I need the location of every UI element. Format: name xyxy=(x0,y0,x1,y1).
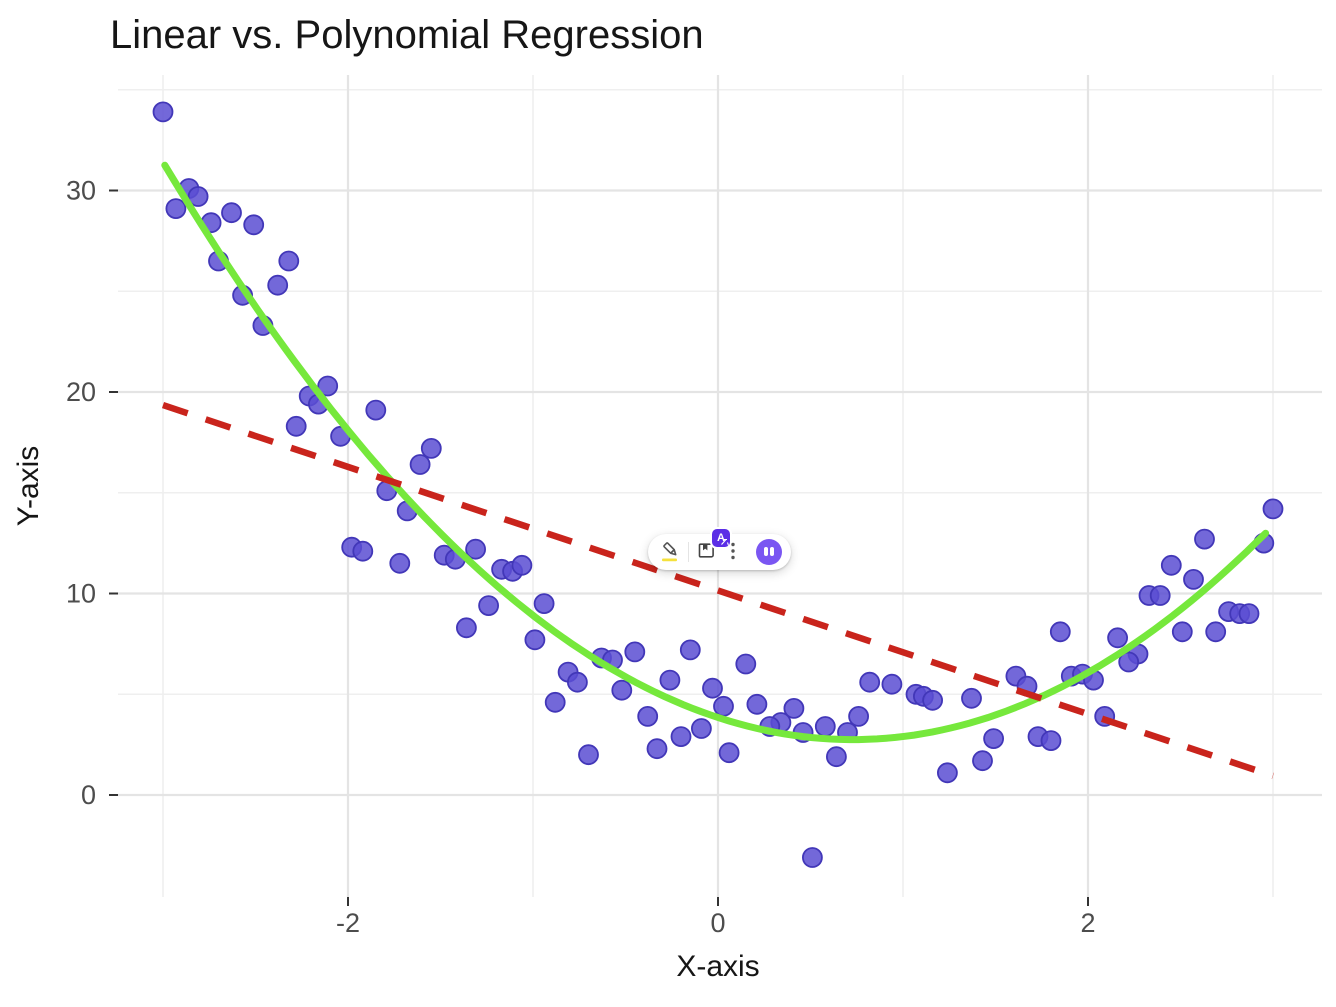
data-point xyxy=(702,677,723,699)
data-point xyxy=(826,746,847,768)
data-point xyxy=(659,669,681,691)
data-point xyxy=(478,595,500,616)
data-point xyxy=(848,706,869,727)
data-point xyxy=(187,186,209,207)
y-tick-label: 30 xyxy=(66,176,96,206)
data-point xyxy=(611,679,633,701)
polynomial-fit-curve xyxy=(161,161,1270,744)
data-point xyxy=(922,689,943,711)
assistant-face-icon xyxy=(756,539,782,565)
data-point xyxy=(1194,528,1215,550)
data-point xyxy=(624,641,646,663)
data-point xyxy=(221,202,242,224)
highlight-pen-button[interactable] xyxy=(657,538,683,566)
data-point xyxy=(718,742,740,764)
x-axis-label: X-axis xyxy=(676,950,759,983)
axis-ticks xyxy=(109,189,1089,906)
data-point xyxy=(544,691,566,713)
data-point xyxy=(1049,621,1071,643)
data-point xyxy=(983,728,1004,749)
data-point xyxy=(1171,621,1193,643)
x-tick-label: 0 xyxy=(710,908,725,938)
toolbar-divider xyxy=(688,542,689,562)
data-point xyxy=(814,716,836,737)
assistant-button[interactable] xyxy=(756,538,782,566)
gridlines xyxy=(118,75,1322,897)
data-point xyxy=(455,617,477,639)
chart-title: Linear vs. Polynomial Regression xyxy=(110,13,704,57)
data-point xyxy=(278,250,300,272)
data-point xyxy=(578,744,599,766)
y-tick-label: 10 xyxy=(66,579,96,609)
y-tick-label: 0 xyxy=(81,780,96,810)
data-point xyxy=(1262,498,1284,520)
data-point xyxy=(937,762,958,784)
data-point xyxy=(691,718,712,739)
data-point xyxy=(961,687,982,709)
highlighter-pen-icon xyxy=(659,540,681,565)
data-point xyxy=(746,693,768,715)
data-point xyxy=(352,540,374,562)
data-point xyxy=(1160,554,1182,576)
data-point xyxy=(670,726,692,747)
data-point xyxy=(409,454,431,475)
data-point xyxy=(646,738,668,760)
x-tick-label: -2 xyxy=(336,908,360,938)
data-point xyxy=(713,695,734,717)
data-point xyxy=(165,198,187,220)
more-options-button[interactable] xyxy=(720,538,746,566)
data-point xyxy=(1107,627,1128,649)
data-point xyxy=(1238,603,1260,624)
data-point xyxy=(365,399,387,421)
data-point xyxy=(802,847,823,868)
data-point xyxy=(524,629,546,651)
data-point xyxy=(420,437,442,459)
data-point xyxy=(783,698,805,719)
data-point xyxy=(267,274,289,296)
kebab-menu-icon xyxy=(730,541,736,564)
x-tick-label: 2 xyxy=(1080,908,1095,938)
data-point xyxy=(389,552,411,574)
data-point xyxy=(465,538,487,560)
plot-data xyxy=(152,101,1284,868)
translate-badge-letter: A xyxy=(717,532,725,544)
data-point xyxy=(317,375,339,397)
selection-toolbar: A xyxy=(648,529,791,570)
data-point xyxy=(1205,621,1227,643)
translate-badge-icon: A xyxy=(712,529,730,547)
read-translate-button[interactable]: A xyxy=(694,529,730,566)
data-point xyxy=(152,101,174,123)
data-point xyxy=(881,673,903,695)
data-point xyxy=(637,706,659,727)
data-point xyxy=(1040,730,1062,751)
data-point xyxy=(511,554,533,576)
data-point xyxy=(285,415,307,437)
data-point xyxy=(533,593,555,614)
data-point xyxy=(859,671,881,693)
y-axis-label: Y-axis xyxy=(12,446,45,527)
data-point xyxy=(735,653,757,675)
data-point xyxy=(972,750,993,772)
data-point xyxy=(1149,585,1171,606)
data-point xyxy=(1183,569,1204,590)
data-point xyxy=(1118,651,1140,673)
data-point xyxy=(243,214,265,236)
data-point xyxy=(679,639,701,661)
y-tick-label: 20 xyxy=(66,377,96,407)
linear-fit-line xyxy=(161,402,1275,779)
data-point xyxy=(567,671,588,693)
